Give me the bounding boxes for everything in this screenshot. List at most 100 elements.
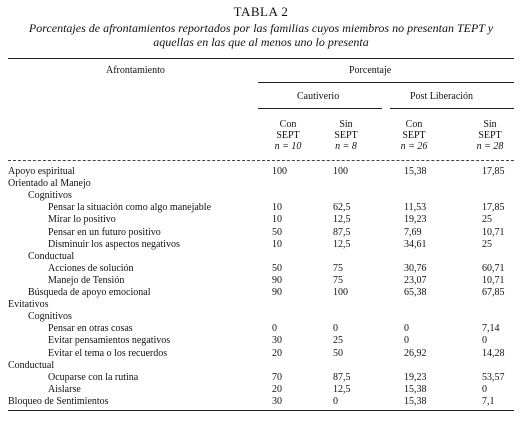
row-value-col4: 25	[482, 238, 492, 250]
row-value-col1: 50	[272, 262, 282, 274]
row-value-col4: 7,14	[482, 323, 500, 335]
table-title: TABLA 2	[233, 4, 289, 19]
row-value-col3: 15,38	[404, 166, 427, 177]
row-value-col3: 34,61	[404, 238, 427, 250]
row-value-col1: 20	[272, 347, 282, 359]
row-value-col2: 87,5	[333, 371, 351, 383]
table-subtitle: Porcentajes de afrontamientos reportados…	[28, 21, 494, 49]
row-value-col4: 0	[482, 383, 487, 395]
row-value-col2: 75	[333, 274, 343, 286]
row-value-col1: 90	[272, 274, 282, 286]
bottom-rule	[8, 410, 514, 411]
row-value-col2: 62,5	[333, 202, 351, 214]
row-value-col2: 100	[333, 287, 348, 298]
row-label: Pensar en un futuro positivo	[48, 226, 161, 238]
row-value-col4: 10,71	[482, 226, 505, 238]
row-value-col4: 17,85	[482, 166, 505, 177]
row-value-col1: 10	[272, 214, 282, 226]
row-value-col1: 70	[272, 371, 282, 383]
porcentaje-rule	[258, 82, 514, 83]
row-label: Conductual	[8, 359, 55, 371]
row-value-col4: 53,57	[482, 371, 505, 383]
row-value-col2: 75	[333, 262, 343, 274]
row-label: Mirar lo positivo	[48, 214, 116, 226]
row-value-col3: 26,92	[404, 347, 427, 359]
row-value-col4: 60,71	[482, 262, 505, 274]
header-afrontamiento: Afrontamiento	[106, 65, 165, 76]
row-label: Apoyo espiritual	[8, 166, 75, 177]
row-value-col1: 30	[272, 395, 282, 407]
subcol-header-1: Con SEPT n = 10	[258, 119, 318, 152]
row-value-col1: 30	[272, 335, 282, 347]
row-label: Cognitivos	[28, 190, 72, 202]
row-value-col1: 20	[272, 383, 282, 395]
row-value-col3: 11,53	[404, 202, 427, 214]
subcol-2-n: n = 8	[335, 141, 357, 152]
subcol-1-n: n = 10	[274, 141, 302, 152]
row-value-col3: 19,23	[404, 371, 427, 383]
row-value-col1: 0	[272, 323, 277, 335]
row-label: Evitativos	[8, 299, 49, 311]
subcol-3-line2: SEPT	[402, 130, 426, 141]
header-bottom-rule	[8, 160, 514, 161]
group-header-cautiverio: Cautiverio	[297, 91, 340, 102]
row-label: Pensar en otras cosas	[48, 323, 133, 335]
row-label: Cognitivos	[28, 311, 72, 323]
row-value-col1: 90	[272, 287, 282, 298]
row-value-col3: 0	[404, 323, 409, 335]
row-label: Ocuparse con la rutina	[48, 371, 139, 383]
row-value-col2: 50	[333, 347, 343, 359]
row-label: Conductual	[28, 250, 75, 262]
subcol-2-line2: SEPT	[334, 130, 358, 141]
row-value-col2: 12,5	[333, 238, 351, 250]
row-label: Orientado al Manejo	[8, 178, 91, 190]
subcol-3-n: n = 26	[400, 141, 428, 152]
row-label: Pensar la situación como algo manejable	[48, 202, 212, 214]
row-value-col1: 10	[272, 202, 282, 214]
row-label: Aislarse	[48, 383, 81, 395]
subcol-3-line1: Con	[405, 119, 423, 130]
row-value-col3: 7,69	[404, 226, 422, 238]
row-label: Disminuir los aspectos negativos	[48, 238, 180, 250]
row-value-col4: 7,1	[482, 395, 495, 407]
row-value-col3: 30,76	[404, 262, 427, 274]
row-label: Manejo de Tensión	[48, 274, 125, 286]
group-rule-post-liberacion	[390, 108, 514, 109]
subcol-1-line1: Con	[279, 119, 297, 130]
row-label: Bloqueo de Sentimientos	[8, 395, 109, 407]
row-value-col3: 65,38	[404, 287, 427, 298]
row-value-col3: 15,38	[404, 395, 427, 407]
row-value-col2: 0	[333, 395, 338, 407]
row-value-col4: 25	[482, 214, 492, 226]
row-value-col2: 87,5	[333, 226, 351, 238]
row-value-col4: 67,85	[482, 287, 505, 298]
subcol-1-line2: SEPT	[276, 130, 300, 141]
row-value-col1: 10	[272, 238, 282, 250]
row-value-col4: 14,28	[482, 347, 505, 359]
row-value-col4: 10,71	[482, 274, 505, 286]
row-value-col2: 12,5	[333, 214, 351, 226]
row-label: Acciones de solución	[48, 262, 134, 274]
subcol-header-4: Sin SEPT n = 28	[460, 119, 520, 152]
subcol-4-line2: SEPT	[478, 130, 502, 141]
row-value-col2: 0	[333, 323, 338, 335]
subcol-header-2: Sin SEPT n = 8	[316, 119, 376, 152]
top-rule	[8, 58, 514, 59]
row-value-col2: 12,5	[333, 383, 351, 395]
row-label: Evitar pensamientos negativos	[48, 335, 171, 347]
row-value-col2: 100	[333, 166, 348, 177]
row-value-col1: 50	[272, 226, 282, 238]
subcol-2-line1: Sin	[339, 119, 353, 130]
group-header-post-liberacion: Post Liberación	[410, 91, 474, 102]
subcol-4-line1: Sin	[483, 119, 497, 130]
row-value-col2: 25	[333, 335, 343, 347]
row-value-col4: 0	[482, 335, 487, 347]
row-value-col1: 100	[272, 166, 287, 177]
row-value-col3: 15,38	[404, 383, 427, 395]
subcol-4-n: n = 28	[476, 141, 504, 152]
row-value-col3: 23,07	[404, 274, 427, 286]
row-value-col4: 17,85	[482, 202, 505, 214]
row-label: Búsqueda de apoyo emocional	[28, 287, 151, 298]
subcol-header-3: Con SEPT n = 26	[384, 119, 444, 152]
row-value-col3: 19,23	[404, 214, 427, 226]
